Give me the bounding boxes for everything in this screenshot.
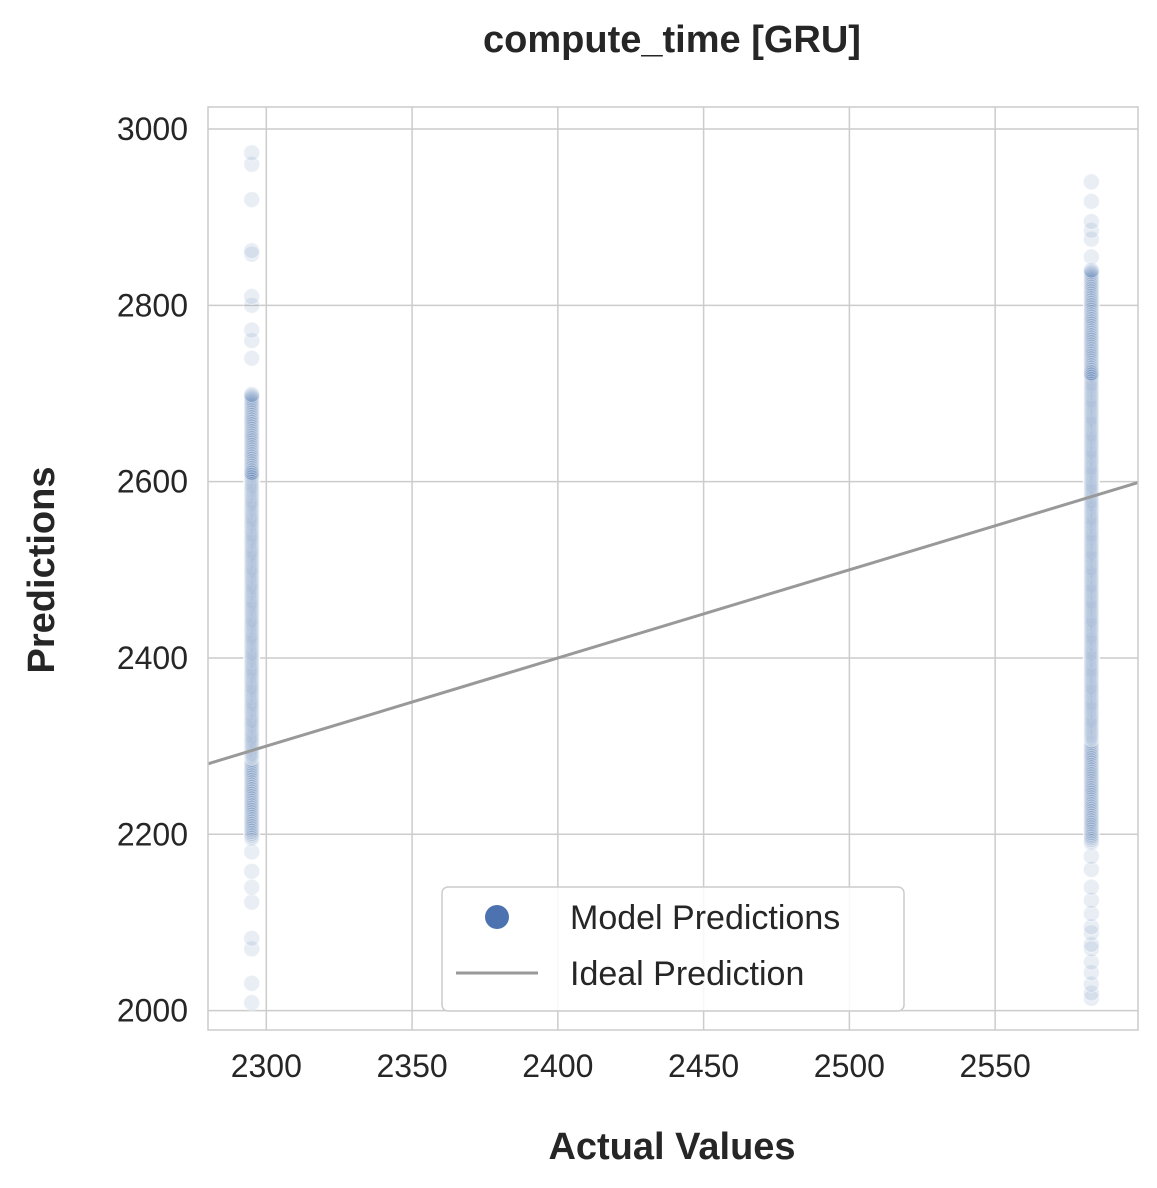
scatter-point: [1082, 905, 1100, 923]
scatter-point: [243, 878, 261, 896]
y-tick-label: 2400: [117, 640, 188, 676]
scatter-point: [1082, 984, 1100, 1002]
y-tick-label: 2000: [117, 993, 188, 1029]
scatter-point: [1082, 192, 1100, 210]
scatter-point: [243, 974, 261, 992]
scatter-point: [1082, 847, 1100, 865]
scatter-point: [1082, 173, 1100, 191]
y-ticks: 2000 2200 2400 2600 2800 3000: [117, 111, 188, 1029]
scatter-point: [243, 385, 261, 403]
y-tick-label: 3000: [117, 111, 188, 147]
grid: [208, 107, 1138, 1030]
y-tick-label: 2200: [117, 816, 188, 852]
plot-background: [208, 107, 1138, 1030]
scatter-point: [1082, 953, 1100, 971]
legend-label-ideal-prediction: Ideal Prediction: [570, 955, 804, 993]
chart-title: compute_time [GRU]: [483, 19, 861, 61]
scatter-point: [1082, 861, 1100, 879]
x-tick-label: 2350: [376, 1048, 447, 1084]
scatter-point: [243, 321, 261, 339]
scatter-point: [1082, 891, 1100, 909]
scatter-point: [1082, 221, 1100, 239]
x-axis-title: Actual Values: [548, 1126, 795, 1168]
x-tick-label: 2300: [231, 1048, 302, 1084]
scatter-point: [243, 349, 261, 367]
scatter-point: [243, 994, 261, 1012]
scatter-point: [243, 296, 261, 314]
legend-marker-model-predictions: [485, 905, 509, 929]
scatter-point: [243, 288, 261, 306]
plot-frame: [207, 106, 1139, 1031]
y-tick-label: 2800: [117, 287, 188, 323]
legend-label-model-predictions: Model Predictions: [570, 899, 840, 937]
ideal-line-layer: [207, 481, 1139, 766]
scatter-point: [1082, 261, 1100, 279]
x-tick-label: 2500: [814, 1048, 885, 1084]
legend: Model Predictions Ideal Prediction: [441, 886, 905, 1012]
scatter-point: [243, 929, 261, 947]
scatter-point: [243, 893, 261, 911]
x-ticks: 2300 2350 2400 2450 2500 2550: [231, 1048, 1031, 1084]
x-tick-label: 2450: [668, 1048, 739, 1084]
scatter-points: [243, 144, 1100, 1012]
x-tick-label: 2550: [960, 1048, 1031, 1084]
scatter-point: [1082, 248, 1100, 266]
y-axis-title: Predictions: [21, 467, 63, 674]
ideal-prediction-line: [207, 481, 1139, 766]
scatter-point: [1082, 924, 1100, 942]
legend-box: [441, 886, 905, 1012]
y-tick-label: 2600: [117, 464, 188, 500]
scatter-point: [243, 144, 261, 162]
scatter-point: [1082, 878, 1100, 896]
scatter-point: [243, 191, 261, 209]
x-tick-label: 2400: [522, 1048, 593, 1084]
scatter-point: [243, 862, 261, 880]
scatter-point: [1082, 918, 1100, 936]
scatter-point: [1082, 230, 1100, 248]
scatter-point: [243, 245, 261, 263]
scatter-point: [1082, 989, 1100, 1007]
scatter-point: [243, 242, 261, 260]
scatter-point: [1082, 213, 1100, 231]
scatter-point: [243, 843, 261, 861]
